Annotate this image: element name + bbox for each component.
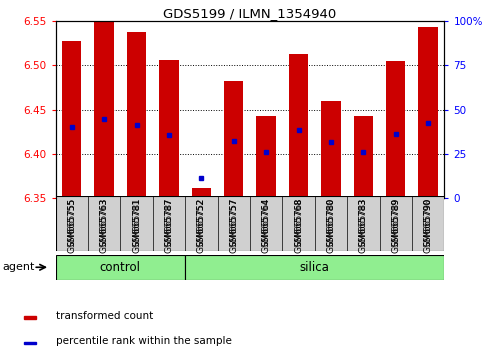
Bar xyxy=(289,54,308,198)
FancyBboxPatch shape xyxy=(56,196,444,251)
Bar xyxy=(24,342,36,344)
Text: silica: silica xyxy=(300,261,330,274)
Bar xyxy=(418,27,438,198)
Text: GSM665783: GSM665783 xyxy=(359,198,368,253)
Title: GDS5199 / ILMN_1354940: GDS5199 / ILMN_1354940 xyxy=(163,7,337,20)
Text: GSM665780: GSM665780 xyxy=(327,198,336,246)
Text: GSM665755: GSM665755 xyxy=(67,198,76,253)
Bar xyxy=(159,60,179,198)
Text: GSM665768: GSM665768 xyxy=(294,198,303,246)
FancyBboxPatch shape xyxy=(56,255,185,280)
Bar xyxy=(256,116,276,198)
Text: GSM665789: GSM665789 xyxy=(391,198,400,253)
Text: GSM665781: GSM665781 xyxy=(132,198,141,246)
Text: GSM665764: GSM665764 xyxy=(262,198,270,253)
Bar xyxy=(127,32,146,198)
Text: GSM665780: GSM665780 xyxy=(327,198,336,253)
Text: GSM665757: GSM665757 xyxy=(229,198,238,246)
Text: agent: agent xyxy=(3,262,35,272)
Bar xyxy=(321,101,341,198)
Text: transformed count: transformed count xyxy=(56,311,153,321)
Text: GSM665764: GSM665764 xyxy=(262,198,270,246)
Bar xyxy=(95,21,114,198)
Text: GSM665789: GSM665789 xyxy=(391,198,400,246)
Text: GSM665783: GSM665783 xyxy=(359,198,368,246)
FancyBboxPatch shape xyxy=(185,255,444,280)
Bar xyxy=(354,116,373,198)
Bar xyxy=(24,316,36,319)
Text: GSM665768: GSM665768 xyxy=(294,198,303,253)
Bar xyxy=(386,61,405,198)
Text: GSM665787: GSM665787 xyxy=(164,198,173,246)
Text: GSM665787: GSM665787 xyxy=(164,198,173,253)
Text: GSM665755: GSM665755 xyxy=(67,198,76,246)
Text: GSM665781: GSM665781 xyxy=(132,198,141,253)
Text: GSM665757: GSM665757 xyxy=(229,198,238,253)
Text: GSM665752: GSM665752 xyxy=(197,198,206,253)
Bar xyxy=(192,188,211,198)
Text: control: control xyxy=(100,261,141,274)
Text: GSM665763: GSM665763 xyxy=(99,198,109,253)
Text: GSM665790: GSM665790 xyxy=(424,198,433,246)
Text: percentile rank within the sample: percentile rank within the sample xyxy=(56,336,232,346)
Text: GSM665752: GSM665752 xyxy=(197,198,206,246)
Text: GSM665763: GSM665763 xyxy=(99,198,109,246)
Text: GSM665790: GSM665790 xyxy=(424,198,433,253)
Bar xyxy=(62,41,82,198)
Bar xyxy=(224,80,243,198)
